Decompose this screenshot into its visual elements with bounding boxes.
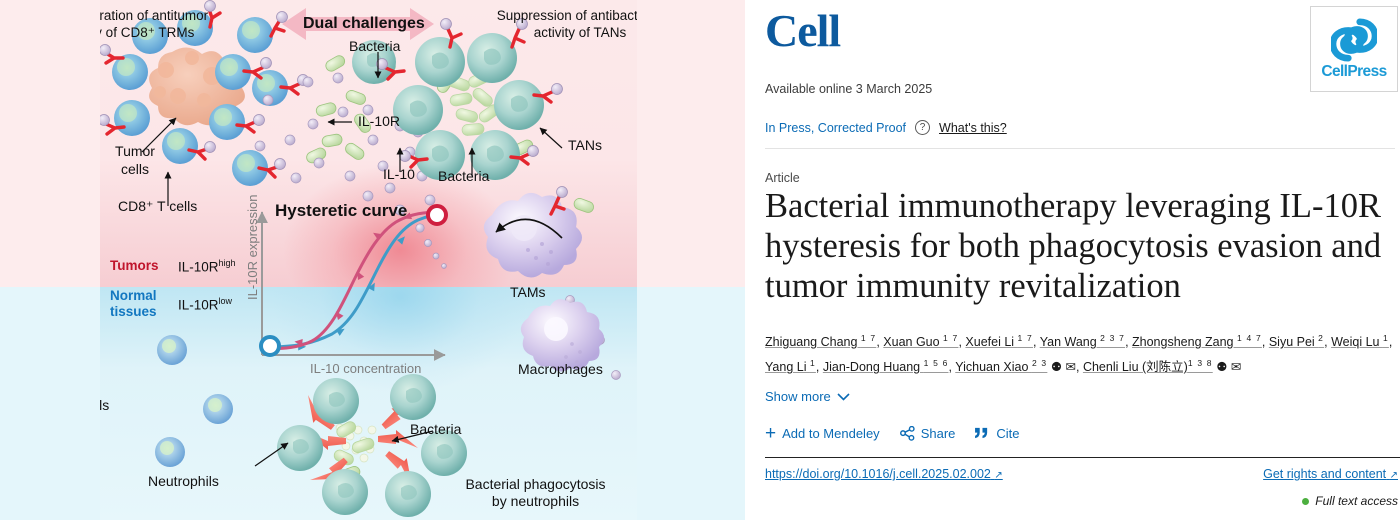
cd8-t-cells-bottom-label: CD8⁺ T cells: [100, 397, 110, 413]
help-icon[interactable]: ?: [915, 120, 931, 135]
tumors-zone-label: Tumors: [110, 258, 159, 273]
show-more-authors-button[interactable]: Show more: [765, 389, 850, 404]
il10r-receptor-heads: [100, 0, 309, 170]
il10-label: IL-10: [383, 166, 415, 182]
tans-label: TANs: [568, 137, 602, 153]
access-label: Full text access: [1315, 494, 1398, 508]
add-to-mendeley-label: Add to Mendeley: [782, 426, 880, 441]
cd8-t-cell-group-bottom: [155, 335, 233, 467]
access-status-badge: Full text access: [1302, 494, 1398, 508]
author-list[interactable]: Zhiguang Chang 1 7, Xuan Guo 1 7, Xuefei…: [765, 333, 1393, 375]
banner-left-label: Reinvigoration of antitumor activity of …: [100, 8, 209, 40]
dual-challenges-arrow: [282, 8, 434, 40]
y-axis-label: IL-10R expression: [245, 194, 260, 301]
show-more-label: Show more: [765, 389, 831, 404]
proof-status-row: In Press, Corrected Proof ? What's this?: [765, 120, 1007, 135]
cd8-t-cells-top-label: CD8⁺ T cells: [118, 198, 198, 214]
external-link-icon: ↗: [994, 470, 1003, 481]
page-title: Bacterial immunotherapy leveraging IL-10…: [765, 187, 1382, 305]
get-rights-text: Get rights and content: [1263, 467, 1387, 481]
macrophages-label: Macrophages: [518, 361, 603, 377]
leader-lines: [141, 52, 563, 467]
abstract-figure: Reinvigoration of antitumor activity of …: [100, 0, 637, 520]
bacteria-bottom-label: Bacteria: [410, 421, 462, 437]
whats-this-link[interactable]: What's this?: [939, 120, 1007, 135]
get-rights-link[interactable]: Get rights and content ↗: [1263, 467, 1398, 481]
macrophage-cell: [520, 299, 604, 372]
cell-journal-logo[interactable]: Cell: [765, 5, 841, 56]
cellpress-wordmark: CellPress: [1321, 62, 1387, 80]
low-state-marker: [259, 335, 281, 357]
banner-right-label: Suppression of antibacterial activity of…: [496, 8, 637, 40]
share-button[interactable]: Share: [899, 426, 956, 441]
bacteria-tans-label: Bacteria: [438, 168, 490, 184]
doi-text: https://doi.org/10.1016/j.cell.2025.02.0…: [765, 467, 991, 481]
tam-cell: [483, 192, 582, 278]
plus-icon: +: [765, 423, 777, 444]
dual-challenges-label: Dual challenges: [303, 15, 425, 32]
share-icon: [899, 426, 915, 441]
tam-receptor-head: [556, 186, 568, 198]
divider-bottom: [765, 457, 1400, 458]
availability-date: Available online 3 March 2025: [765, 82, 933, 96]
tan-receptor-group: [384, 27, 554, 169]
access-dot-icon: [1302, 497, 1310, 505]
graphical-abstract[interactable]: Reinvigoration of antitumor activity of …: [0, 0, 745, 520]
chevron-down-icon: [837, 392, 850, 401]
cd8-t-cell-group-top: [112, 10, 288, 186]
add-to-mendeley-button[interactable]: + Add to Mendeley: [765, 423, 880, 444]
high-state-marker: [426, 204, 448, 226]
proof-status-link[interactable]: In Press, Corrected Proof: [765, 120, 907, 135]
il10r-high-label: IL-10Rhigh: [178, 258, 236, 275]
cite-label: Cite: [996, 426, 1020, 441]
hysteresis-plot: [256, 204, 448, 361]
share-label: Share: [920, 426, 956, 441]
normal-tissues-zone-label: Normal tissues: [110, 288, 157, 319]
neutrophils-label: Neutrophils: [148, 473, 219, 489]
cellpress-mark-icon: [1331, 17, 1377, 62]
tams-label: TAMs: [510, 284, 546, 300]
il10r-label: IL-10R: [358, 113, 401, 129]
quote-icon: [975, 427, 988, 439]
phagocytosis-group: [277, 374, 467, 517]
cite-button[interactable]: Cite: [975, 426, 1020, 441]
article-actions: + Add to Mendeley Share Cite: [765, 423, 1020, 444]
external-link-icon: ↗: [1389, 470, 1398, 481]
article-metadata-panel: Cell CellPress Available online 3 March …: [745, 0, 1400, 520]
tam-receptor: [549, 195, 566, 216]
hysteretic-curve-title: Hysteretic curve: [275, 201, 408, 220]
article-type-label: Article: [765, 171, 800, 185]
doi-link[interactable]: https://doi.org/10.1016/j.cell.2025.02.0…: [765, 467, 1003, 481]
abstract-illustration: [100, 0, 621, 517]
phagocytosis-label: Bacterial phagocytosis by neutrophils: [465, 476, 606, 509]
divider-top: [765, 148, 1395, 149]
il10r-low-label: IL-10Rlow: [178, 296, 233, 313]
bacteria-top-label: Bacteria: [349, 38, 401, 54]
tumor-cells-label: Tumor cells: [115, 143, 155, 177]
x-axis-label: IL-10 concentration: [310, 361, 422, 376]
cellpress-logo[interactable]: CellPress: [1310, 6, 1398, 92]
